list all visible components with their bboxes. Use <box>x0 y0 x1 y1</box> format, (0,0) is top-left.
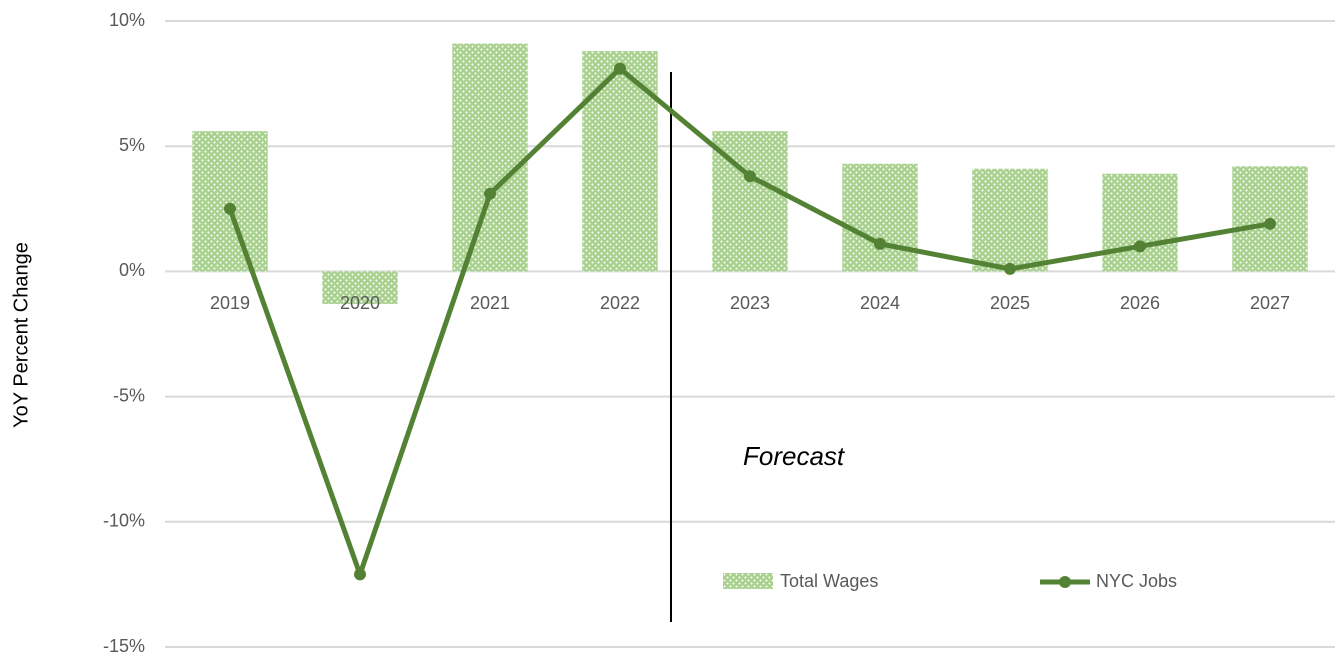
y-tick-label: -15% <box>103 636 145 656</box>
point <box>874 237 886 250</box>
point <box>614 62 626 75</box>
x-tick-label: 2020 <box>340 293 380 313</box>
y-tick-label: -5% <box>113 385 145 405</box>
x-tick-label: 2023 <box>730 293 770 313</box>
point <box>1134 240 1146 253</box>
point <box>484 187 496 200</box>
point <box>1004 262 1016 275</box>
bar <box>842 163 918 272</box>
bar <box>1102 173 1178 272</box>
bar <box>582 51 658 272</box>
bar <box>452 43 528 272</box>
lines <box>224 62 1276 581</box>
bar <box>192 131 268 272</box>
x-tick-label: 2026 <box>1120 293 1160 313</box>
point <box>224 202 236 215</box>
point <box>1264 217 1276 230</box>
bars <box>192 43 1308 304</box>
y-tick-label: 10% <box>109 10 145 30</box>
legend: Total Wages NYC Jobs <box>723 571 1177 591</box>
y-tick-label: 0% <box>119 260 145 280</box>
x-tick-label: 2021 <box>470 293 510 313</box>
legend-label: Total Wages <box>780 571 878 591</box>
x-tick-label: 2019 <box>210 293 250 313</box>
grid <box>165 20 1335 648</box>
x-tick-label: 2024 <box>860 293 900 313</box>
legend-swatch <box>723 573 773 589</box>
y-tick-label: 5% <box>119 135 145 155</box>
point <box>354 568 366 581</box>
legend-label: NYC Jobs <box>1096 571 1177 591</box>
y-axis-label: YoY Percent Change <box>10 242 32 428</box>
annotation: Forecast <box>743 441 846 471</box>
bar <box>322 271 398 304</box>
x-tick-label: 2027 <box>1250 293 1290 313</box>
legend-marker <box>1059 576 1071 588</box>
x-tick-label: 2022 <box>600 293 640 313</box>
bar <box>972 168 1048 272</box>
x-tick-label: 2025 <box>990 293 1030 313</box>
y-tick-label: -10% <box>103 511 145 531</box>
point <box>744 170 756 183</box>
